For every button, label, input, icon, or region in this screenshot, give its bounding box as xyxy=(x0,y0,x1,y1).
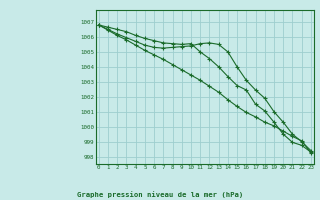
Text: Graphe pression niveau de la mer (hPa): Graphe pression niveau de la mer (hPa) xyxy=(77,191,243,198)
